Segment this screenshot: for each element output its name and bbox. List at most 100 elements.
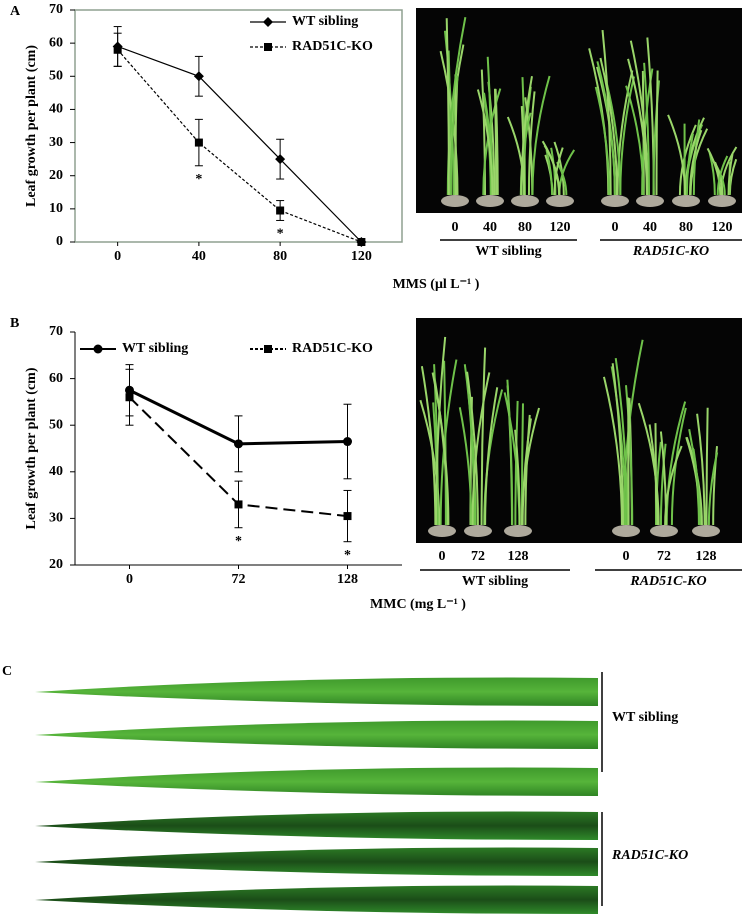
y-tick-label: 60: [49, 35, 63, 50]
y-tick-label: 70: [49, 324, 63, 339]
marker: [234, 500, 243, 509]
leaf-blade: [619, 76, 635, 196]
y-tick-label: 70: [49, 2, 63, 17]
leaf-blade: [659, 431, 668, 526]
leaf-blade: [553, 147, 564, 196]
marker: [264, 43, 272, 51]
leaf-blade: [659, 443, 667, 526]
x-tick-label: 120: [351, 249, 372, 264]
marker: [357, 238, 366, 246]
y-tick-label: 20: [49, 168, 63, 183]
leaf-blade: [484, 387, 499, 526]
leaf-blade: [705, 407, 709, 526]
x-tick-label: 0: [126, 572, 133, 587]
group-label: WT sibling: [475, 244, 541, 259]
leaf-blade: [602, 376, 623, 526]
leaf-blade: [670, 407, 687, 526]
leaf-blade: [553, 141, 565, 196]
y-tick-label: 10: [49, 201, 63, 216]
marker: [113, 45, 122, 54]
series-line: [117, 45, 362, 243]
leaf-blade: [520, 75, 533, 196]
leaf-blade: [696, 413, 706, 526]
leaf-blade: [506, 379, 514, 526]
dose-label: 0: [612, 220, 619, 235]
y-tick-label: 20: [49, 557, 63, 572]
dose-label: 0: [623, 549, 630, 564]
x-tick-label: 128: [337, 572, 358, 587]
marker: [264, 345, 272, 353]
marker: [343, 512, 352, 521]
group-label: RAD51C-KO: [632, 244, 709, 259]
dose-label: 72: [471, 549, 485, 564]
roots: [464, 525, 492, 537]
leaf-blade: [727, 153, 734, 196]
x-axis-label: MMC (mg L⁻¹ ): [370, 597, 466, 612]
roots: [612, 525, 640, 537]
y-tick-label: 30: [49, 511, 63, 526]
leaf-blade: [531, 75, 551, 196]
dose-label: 0: [439, 549, 446, 564]
leaf-blade: [667, 114, 687, 196]
leaf: [35, 885, 598, 914]
roots: [708, 195, 736, 207]
group-label: RAD51C-KO: [629, 574, 706, 589]
leaf: [35, 767, 598, 796]
y-tick-label: 30: [49, 135, 63, 150]
leaf-blade: [689, 129, 703, 196]
significance-mark: *: [344, 548, 351, 563]
leaf: [35, 677, 598, 706]
leaf-blade: [514, 429, 521, 526]
marker: [193, 71, 204, 82]
leaf: [35, 811, 598, 840]
leaf-blade: [521, 407, 541, 526]
marker: [125, 393, 134, 402]
x-tick-label: 40: [192, 249, 206, 264]
leaf-blade: [599, 57, 618, 196]
leaf-blade: [419, 399, 441, 526]
y-tick-label: 50: [49, 69, 63, 84]
plot-frame: [74, 9, 403, 243]
group-label: RAD51C-KO: [611, 848, 688, 863]
y-tick-label: 0: [56, 234, 63, 249]
leaf-blade: [458, 407, 473, 526]
panel-letter: C: [2, 664, 12, 679]
leaf-blade: [480, 69, 487, 196]
legend-label: WT sibling: [292, 14, 358, 29]
dose-label: 128: [508, 549, 529, 564]
dose-label: 120: [550, 220, 571, 235]
leaf-blade: [692, 119, 701, 196]
leaf-blade: [435, 336, 447, 526]
group-label: WT sibling: [462, 574, 528, 589]
roots: [511, 195, 539, 207]
panel-letter: A: [10, 4, 21, 19]
leaf-blade: [691, 447, 701, 526]
leaf-blade: [611, 363, 624, 526]
leaf-blade: [643, 62, 651, 196]
marker: [234, 439, 243, 449]
leaf-blade: [716, 155, 729, 196]
roots: [546, 195, 574, 207]
leaf-blade: [637, 402, 660, 526]
leaf-blade: [601, 29, 612, 196]
dose-label: 128: [696, 549, 717, 564]
leaf: [35, 847, 598, 876]
leaf-blade: [443, 360, 447, 526]
marker: [343, 437, 352, 447]
leaf-blade: [514, 400, 519, 526]
y-tick-label: 40: [49, 102, 63, 117]
y-tick-label: 60: [49, 371, 63, 386]
leaf-blade: [594, 86, 611, 196]
x-tick-label: 72: [232, 572, 246, 587]
dose-label: 0: [452, 220, 459, 235]
roots: [601, 195, 629, 207]
series-line: [117, 49, 362, 243]
leaf-blade: [685, 133, 694, 196]
marker: [263, 17, 273, 27]
leaf-blade: [445, 18, 450, 196]
leaf-blade: [527, 91, 536, 196]
roots: [650, 525, 678, 537]
leaf-blade: [454, 74, 457, 196]
dose-label: 40: [483, 220, 497, 235]
leaf-blade: [493, 88, 498, 196]
